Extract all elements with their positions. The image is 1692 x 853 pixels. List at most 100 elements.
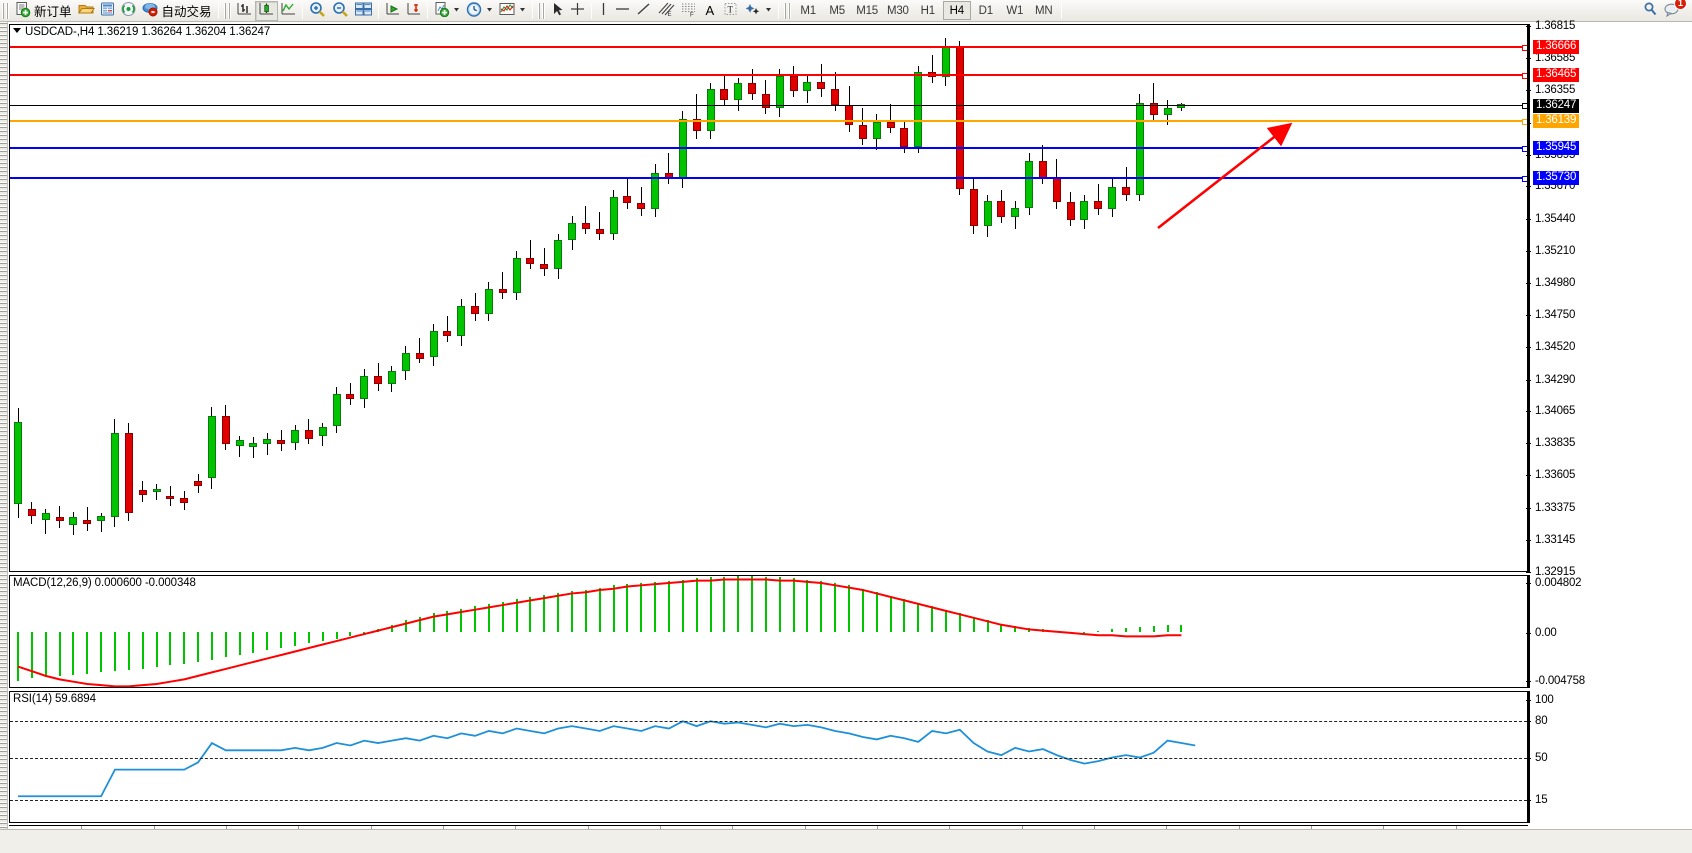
chevron-down-icon[interactable] bbox=[485, 2, 494, 19]
label-tool-button[interactable]: T bbox=[720, 1, 741, 21]
timeframe-w1[interactable]: W1 bbox=[1001, 1, 1029, 20]
toolbar-grip-1[interactable] bbox=[2, 2, 9, 19]
crosshair-tool-button[interactable] bbox=[567, 1, 588, 21]
price-line-handle[interactable] bbox=[1522, 118, 1527, 125]
candle-body bbox=[955, 46, 964, 190]
zoom-in-button[interactable] bbox=[306, 1, 329, 21]
timeframe-h4[interactable]: H4 bbox=[942, 1, 971, 20]
timeframe-d1[interactable]: D1 bbox=[972, 1, 1000, 20]
macd-panel[interactable]: MACD(12,26,9) 0.000600 -0.000348 bbox=[9, 575, 1528, 688]
zoom-out-button[interactable] bbox=[329, 1, 352, 21]
price-tick bbox=[1526, 250, 1531, 252]
candle-body bbox=[526, 258, 535, 264]
price-line-current-price[interactable] bbox=[10, 102, 1527, 109]
candle-wick bbox=[86, 507, 88, 532]
trendline-tool-button[interactable] bbox=[633, 1, 654, 21]
price-tick bbox=[1526, 507, 1531, 509]
fibonacci-tool-button[interactable]: F bbox=[677, 1, 700, 21]
rsi-plot[interactable] bbox=[10, 692, 1527, 822]
price-line-resistance-lower[interactable] bbox=[10, 73, 1527, 79]
chevron-down-icon[interactable] bbox=[764, 2, 773, 19]
price-line-handle[interactable] bbox=[1522, 102, 1527, 109]
price-line-resistance-upper[interactable] bbox=[10, 44, 1527, 51]
history-data-button[interactable] bbox=[75, 1, 97, 21]
horizontal-line-tool-button[interactable] bbox=[612, 1, 633, 21]
timeframe-group: M1 M5 M15 M30 H1 H4 D1 W1 MN bbox=[794, 1, 1058, 20]
main-toolbar: 新订单 bbox=[0, 0, 1692, 22]
timeframe-m30[interactable]: M30 bbox=[883, 1, 913, 20]
candlestick bbox=[263, 433, 272, 456]
new-chart-button[interactable] bbox=[431, 1, 463, 21]
price-line-support-lower[interactable] bbox=[10, 175, 1527, 182]
text-tool-button[interactable]: A bbox=[700, 1, 721, 21]
vertical-line-tool-button[interactable] bbox=[595, 1, 612, 21]
price-line-badge-resistance-upper[interactable]: 1.36666 bbox=[1533, 39, 1580, 54]
toolbar-grip-3[interactable] bbox=[537, 2, 545, 19]
macd-histogram-bar bbox=[764, 577, 767, 632]
price-line-badge-current-price[interactable]: 1.36247 bbox=[1533, 98, 1580, 113]
indicators-button[interactable] bbox=[496, 1, 529, 21]
search-button[interactable] bbox=[1640, 1, 1661, 21]
macd-histogram-bar bbox=[1014, 625, 1017, 632]
chart-left-grip[interactable] bbox=[0, 22, 8, 853]
price-scale[interactable]: 1.368151.365851.363551.361251.358951.356… bbox=[1526, 20, 1692, 578]
rsi-tick bbox=[1526, 757, 1531, 759]
price-line-pivot-line[interactable] bbox=[10, 118, 1527, 125]
candlestick bbox=[374, 363, 383, 392]
tile-windows-button[interactable] bbox=[352, 1, 375, 21]
macd-histogram-bar bbox=[280, 631, 283, 648]
price-line-support-upper[interactable] bbox=[10, 145, 1527, 152]
timeframe-mn[interactable]: MN bbox=[1030, 1, 1058, 20]
equidistant-channel-tool-button[interactable]: E bbox=[654, 1, 677, 21]
expert-advisors-button[interactable]: 自动交易 bbox=[139, 1, 215, 21]
price-line-handle[interactable] bbox=[1522, 145, 1527, 152]
chart-header-text: USDCAD-,H4 1.36219 1.36264 1.36204 1.362… bbox=[25, 26, 271, 38]
rsi-scale[interactable]: 100 80 50 15 bbox=[1526, 691, 1692, 823]
price-chart-panel[interactable]: USDCAD-,H4 1.36219 1.36264 1.36204 1.362… bbox=[9, 24, 1528, 572]
arrows-tool-button[interactable] bbox=[741, 1, 775, 21]
candle-wick bbox=[640, 186, 642, 217]
candle-body bbox=[55, 517, 64, 522]
cursor-tool-button[interactable] bbox=[548, 1, 567, 21]
navigator-button[interactable] bbox=[118, 1, 139, 21]
price-line-handle[interactable] bbox=[1522, 44, 1527, 51]
macd-histogram-bar bbox=[141, 631, 144, 669]
rsi-panel[interactable]: RSI(14) 59.6894 bbox=[9, 691, 1528, 823]
timeframe-m5[interactable]: M5 bbox=[823, 1, 851, 20]
price-line-badge-support-upper[interactable]: 1.35945 bbox=[1533, 140, 1580, 155]
candlestick-chart-button[interactable] bbox=[254, 0, 278, 21]
new-order-button[interactable]: 新订单 bbox=[12, 1, 75, 21]
price-line-handle[interactable] bbox=[1522, 73, 1527, 79]
macd-scale[interactable]: 0.004802 0.00 -0.004758 bbox=[1526, 575, 1692, 688]
price-line-badge-pivot-line[interactable]: 1.36139 bbox=[1533, 113, 1580, 128]
auto-scroll-button[interactable] bbox=[403, 1, 424, 21]
macd-plot[interactable] bbox=[10, 576, 1527, 687]
price-line-badge-resistance-lower[interactable]: 1.36465 bbox=[1533, 68, 1580, 82]
timeframe-h1[interactable]: H1 bbox=[914, 1, 942, 20]
collapse-caret-icon[interactable] bbox=[13, 28, 21, 33]
toolbar-grip-2[interactable] bbox=[223, 2, 231, 19]
bar-chart-button[interactable] bbox=[234, 1, 255, 21]
price-plot[interactable] bbox=[10, 25, 1527, 571]
chevron-down-icon[interactable] bbox=[452, 2, 461, 19]
timeframe-m15[interactable]: M15 bbox=[852, 1, 882, 20]
candlestick bbox=[858, 108, 867, 145]
market-watch-button[interactable] bbox=[97, 1, 118, 21]
toolbar-grip-4[interactable] bbox=[784, 2, 792, 19]
chart-shift-button[interactable] bbox=[382, 1, 403, 21]
candle-body bbox=[415, 353, 424, 359]
timeframe-h1-label: H1 bbox=[920, 4, 936, 17]
chart-area[interactable]: USDCAD-,H4 1.36219 1.36264 1.36204 1.362… bbox=[0, 20, 1692, 853]
candlestick bbox=[110, 419, 119, 527]
period-separator-button[interactable] bbox=[463, 1, 496, 21]
timeframe-m1[interactable]: M1 bbox=[794, 1, 822, 20]
channel-icon: E bbox=[656, 1, 675, 20]
chevron-down-icon[interactable] bbox=[518, 2, 527, 19]
price-tick-label: 1.36355 bbox=[1535, 84, 1576, 97]
macd-histogram-bar bbox=[834, 582, 837, 632]
candle-body bbox=[872, 122, 881, 140]
price-line-badge-support-lower[interactable]: 1.35730 bbox=[1533, 170, 1580, 185]
price-line-handle[interactable] bbox=[1522, 175, 1527, 182]
notifications-button[interactable]: 1 bbox=[1661, 0, 1687, 21]
line-chart-button[interactable] bbox=[278, 1, 299, 21]
